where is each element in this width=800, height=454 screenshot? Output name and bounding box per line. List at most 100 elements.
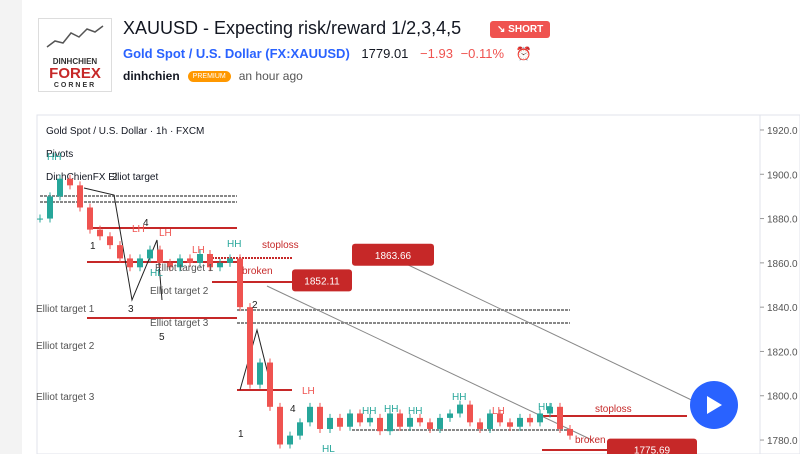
annotation: 1 bbox=[90, 241, 96, 252]
annotation: broken bbox=[575, 435, 606, 446]
change: −1.93 bbox=[420, 46, 453, 61]
chart-frame bbox=[36, 114, 800, 454]
logo: DINHCHIEN FOREX CORNER bbox=[38, 18, 112, 92]
candle bbox=[497, 413, 503, 423]
candle bbox=[407, 417, 413, 427]
logo-text: CORNER bbox=[53, 82, 97, 89]
annotation: 4 bbox=[290, 404, 296, 415]
annotation: Elliot target 3 bbox=[150, 318, 209, 329]
annotation: 4 bbox=[143, 218, 149, 229]
annotation: Elliot target 1 bbox=[155, 263, 214, 274]
annotation: HH bbox=[47, 152, 61, 163]
candle bbox=[417, 417, 423, 423]
candle bbox=[167, 262, 173, 268]
price-label-box bbox=[607, 438, 697, 454]
y-tick-label: 1880.0 bbox=[767, 215, 798, 226]
chart-legend: Gold Spot / U.S. Dollar · 1h · FXCM bbox=[46, 126, 204, 137]
candle bbox=[437, 417, 443, 429]
annotation: HL bbox=[322, 444, 335, 454]
candle bbox=[97, 229, 103, 237]
candle bbox=[447, 413, 453, 418]
candle bbox=[537, 413, 543, 423]
idea-title: XAUUSD - Expecting risk/reward 1/2,3,4,5 bbox=[123, 18, 462, 38]
candle bbox=[397, 413, 403, 427]
candle bbox=[467, 404, 473, 423]
change-pct: −0.11% bbox=[460, 46, 505, 61]
price-label: 1852.11 bbox=[304, 276, 340, 287]
candle bbox=[207, 253, 213, 268]
author[interactable]: dinhchien bbox=[123, 69, 180, 83]
annotation: broken bbox=[242, 266, 273, 277]
candle bbox=[137, 258, 143, 268]
candle bbox=[247, 307, 253, 385]
logo-text: DINHCHIEN bbox=[52, 57, 98, 66]
y-tick-label: 1920.0 bbox=[767, 126, 798, 137]
annotation: Elliot target 1 bbox=[36, 304, 95, 315]
candle bbox=[257, 362, 263, 385]
annotation: HH bbox=[452, 392, 466, 403]
y-tick-label: 1800.0 bbox=[767, 392, 798, 403]
candle bbox=[507, 422, 513, 427]
price-label: 1863.66 bbox=[375, 251, 412, 262]
y-tick-label: 1860.0 bbox=[767, 259, 798, 270]
play-button[interactable] bbox=[690, 381, 738, 429]
candle bbox=[427, 422, 433, 429]
annotation: stoploss bbox=[262, 240, 299, 251]
candle bbox=[117, 245, 123, 259]
alert-icon[interactable]: ⏰ bbox=[515, 46, 532, 61]
sidebar bbox=[0, 0, 22, 454]
annotation: LH bbox=[192, 245, 205, 256]
symbol-row: Gold Spot / U.S. Dollar (FX:XAUUSD) 1779… bbox=[123, 46, 532, 62]
annotation: 3 bbox=[128, 304, 134, 315]
time: an hour ago bbox=[238, 69, 303, 83]
y-tick-label: 1820.0 bbox=[767, 347, 798, 358]
candle bbox=[47, 196, 53, 219]
logo-text: FOREX bbox=[49, 65, 101, 82]
indicator-label: DinhChienFX Elliot target bbox=[46, 172, 158, 183]
short-badge: ↘ SHORT bbox=[490, 21, 551, 38]
candle bbox=[57, 178, 63, 197]
candle bbox=[307, 406, 313, 423]
candle bbox=[237, 258, 243, 308]
price-label: 1775.69 bbox=[634, 446, 671, 454]
annotation: Elliot target 2 bbox=[150, 286, 209, 297]
candle bbox=[527, 417, 533, 423]
candle bbox=[157, 249, 163, 263]
candle bbox=[87, 207, 93, 230]
candle bbox=[147, 249, 153, 259]
candle bbox=[547, 406, 553, 414]
candle bbox=[477, 422, 483, 429]
candle bbox=[187, 258, 193, 263]
annotation: 2 bbox=[112, 172, 118, 183]
indicator-label: Pivots bbox=[46, 149, 73, 160]
candle bbox=[107, 236, 113, 246]
chart: Gold Spot / U.S. Dollar · 1h · FXCM Pivot… bbox=[36, 114, 800, 454]
candle bbox=[487, 413, 493, 429]
candle bbox=[227, 258, 233, 263]
annotation: stoploss bbox=[595, 404, 632, 415]
price-label-box bbox=[292, 269, 352, 292]
annotation: HH bbox=[408, 406, 422, 417]
author-row: dinhchien PREMIUM an hour ago bbox=[123, 69, 303, 83]
annotation: 2 bbox=[252, 300, 258, 311]
candle bbox=[77, 185, 83, 208]
candle bbox=[217, 262, 223, 268]
candle bbox=[557, 406, 563, 429]
annotation: LH bbox=[492, 406, 505, 417]
annotation: LH bbox=[159, 228, 172, 239]
annotation: LH bbox=[132, 224, 145, 235]
badge-text: SHORT bbox=[508, 24, 544, 35]
annotation: 1 bbox=[238, 429, 244, 440]
candle bbox=[377, 417, 383, 432]
annotation: HL bbox=[150, 268, 163, 279]
y-tick-label: 1900.0 bbox=[767, 170, 798, 181]
annotation: HH bbox=[538, 402, 552, 413]
annotation: HH bbox=[362, 406, 376, 417]
candle bbox=[517, 417, 523, 427]
candle bbox=[347, 413, 353, 427]
price: 1779.01 bbox=[361, 46, 409, 61]
candle bbox=[387, 413, 393, 432]
candle bbox=[197, 253, 203, 263]
symbol-link[interactable]: Gold Spot / U.S. Dollar (FX:XAUUSD) bbox=[123, 46, 350, 61]
